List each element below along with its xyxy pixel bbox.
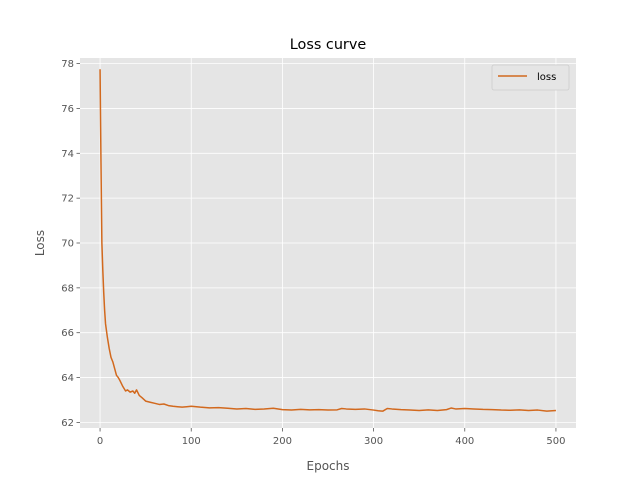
x-tick-label: 200	[273, 436, 292, 447]
x-axis-label: Epochs	[307, 459, 350, 473]
y-tick-label: 64	[61, 373, 74, 384]
y-tick-label: 72	[61, 194, 74, 205]
x-tick-label: 100	[182, 436, 201, 447]
series-line-loss	[99, 69, 556, 412]
axis-ticks: 0 100 200 300 400 500 62 64 66 68 70 72 74 76 78	[61, 59, 565, 447]
series-layer	[99, 69, 556, 412]
y-tick-label: 78	[61, 59, 74, 70]
chart-title: Loss curve	[290, 37, 367, 53]
y-tick-label: 74	[61, 149, 74, 160]
x-tick-label: 400	[455, 436, 474, 447]
y-tick-label: 76	[61, 104, 74, 115]
y-tick-label: 62	[61, 418, 74, 429]
y-tick-label: 66	[61, 328, 74, 339]
grid	[80, 58, 576, 428]
y-axis-label: Loss	[33, 230, 47, 256]
y-tick-label: 68	[61, 283, 74, 294]
legend: loss	[491, 64, 570, 91]
legend-box	[491, 64, 570, 91]
legend-label-loss: loss	[537, 72, 556, 83]
y-tick-label: 70	[61, 239, 74, 250]
x-tick-label: 300	[364, 436, 383, 447]
x-tick-label: 500	[546, 436, 565, 447]
x-tick-label: 0	[97, 436, 103, 447]
